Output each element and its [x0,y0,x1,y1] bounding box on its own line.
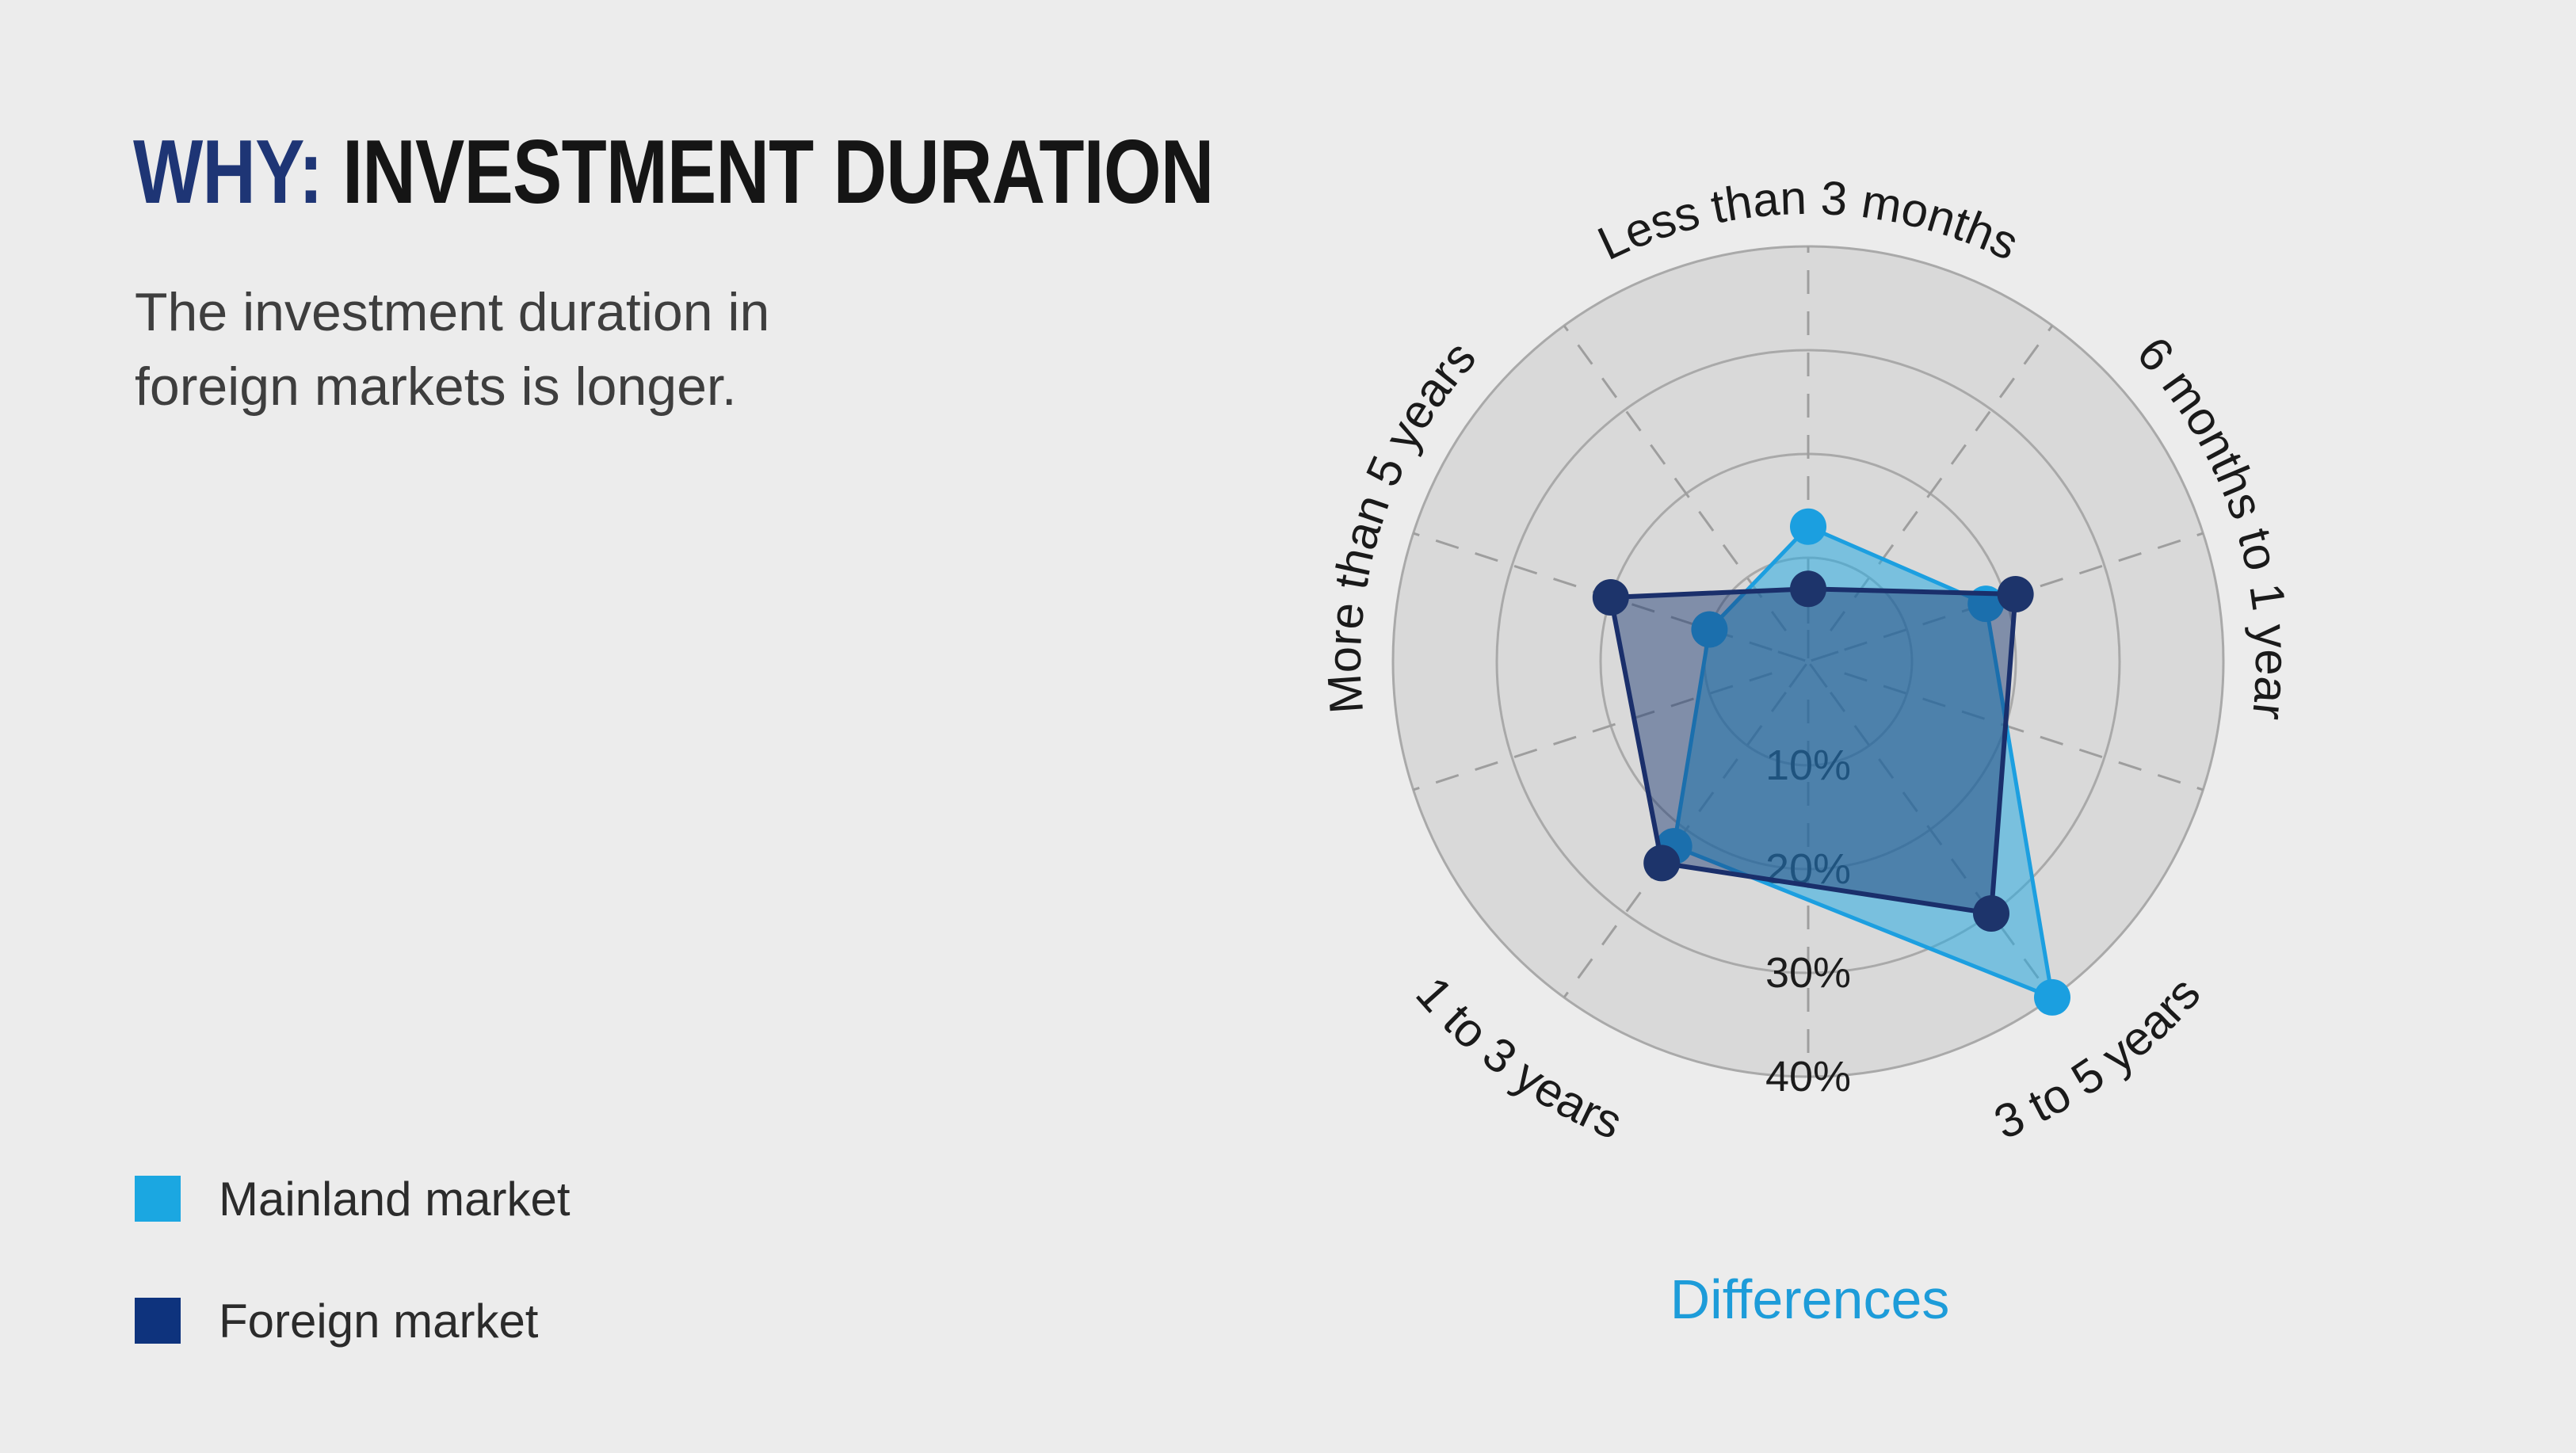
data-point-foreign [1643,845,1681,882]
grid-spoke [1563,325,1787,632]
radial-tick-label: 30% [1765,949,1851,997]
legend-label-foreign: Foreign market [219,1294,539,1348]
legend-item-foreign: Foreign market [135,1294,571,1348]
data-point-foreign [1997,575,2034,612]
foreign-swatch-icon [135,1298,181,1344]
page-title: WHY: INVESTMENT DURATION [133,120,1214,224]
subtitle-line-1: The investment duration in [135,282,770,342]
data-point-foreign [1790,570,1826,608]
data-point-mainland [2033,978,2070,1016]
radial-tick-label: 40% [1765,1053,1851,1100]
data-point-mainland [1691,611,1728,648]
page-title-prefix: WHY: [133,122,323,223]
data-point-foreign [1592,579,1629,616]
chart-legend: Mainland market Foreign market [135,1172,571,1418]
data-point-foreign [1972,894,2009,932]
series-polygon-foreign [1608,586,2018,916]
subtitle-line-2: foreign markets is longer. [135,356,737,417]
page-title-main: INVESTMENT DURATION [322,122,1214,223]
chart-title: Differences [1670,1268,1950,1330]
grid-circle [1495,349,2121,974]
page-subtitle: The investment duration in foreign marke… [135,276,769,425]
legend-item-mainland: Mainland market [135,1172,571,1226]
legend-label-mainland: Mainland market [219,1172,571,1226]
mainland-swatch-icon [135,1176,181,1222]
data-point-mainland [1790,508,1826,545]
